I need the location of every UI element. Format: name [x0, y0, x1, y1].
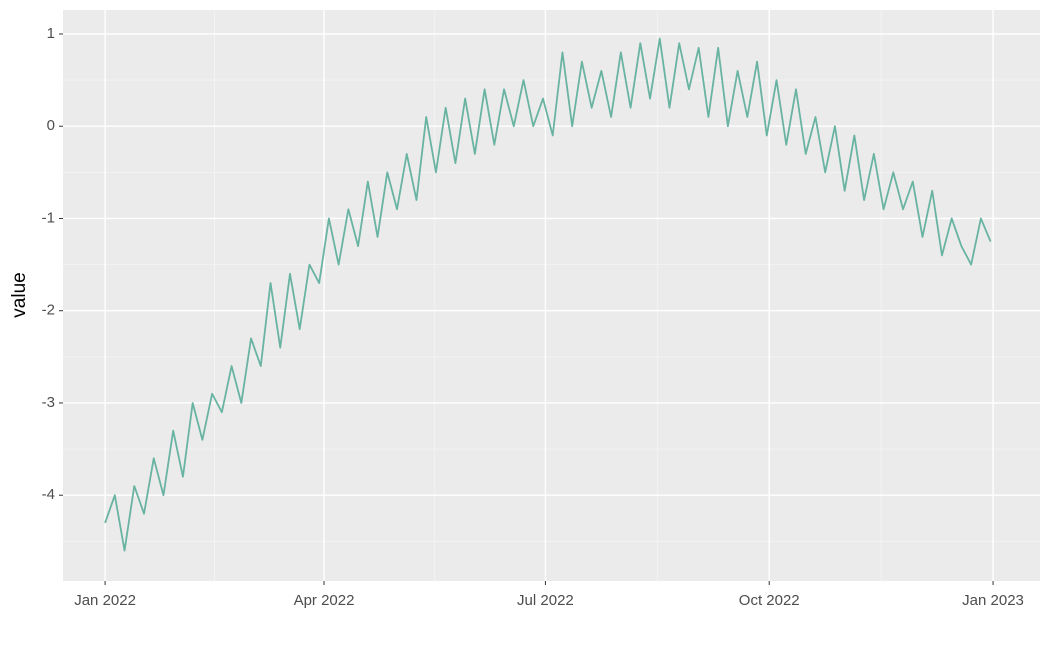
x-tick-label: Jan 2023: [962, 592, 1024, 609]
y-axis-title: value: [9, 272, 30, 317]
y-tick-label: -4: [42, 486, 55, 503]
x-tick-label: Apr 2022: [294, 592, 355, 609]
y-tick-label: 1: [47, 25, 55, 42]
panel: [63, 10, 1040, 581]
y-tick-label: -2: [42, 302, 55, 319]
x-tick-label: Jul 2022: [517, 592, 574, 609]
y-tick-label: -3: [42, 394, 55, 411]
x-tick-label: Oct 2022: [739, 592, 800, 609]
y-tick-label: 0: [47, 117, 55, 134]
y-tick-label: -1: [42, 209, 55, 226]
x-tick-label: Jan 2022: [74, 592, 136, 609]
line: [104, 37, 992, 552]
